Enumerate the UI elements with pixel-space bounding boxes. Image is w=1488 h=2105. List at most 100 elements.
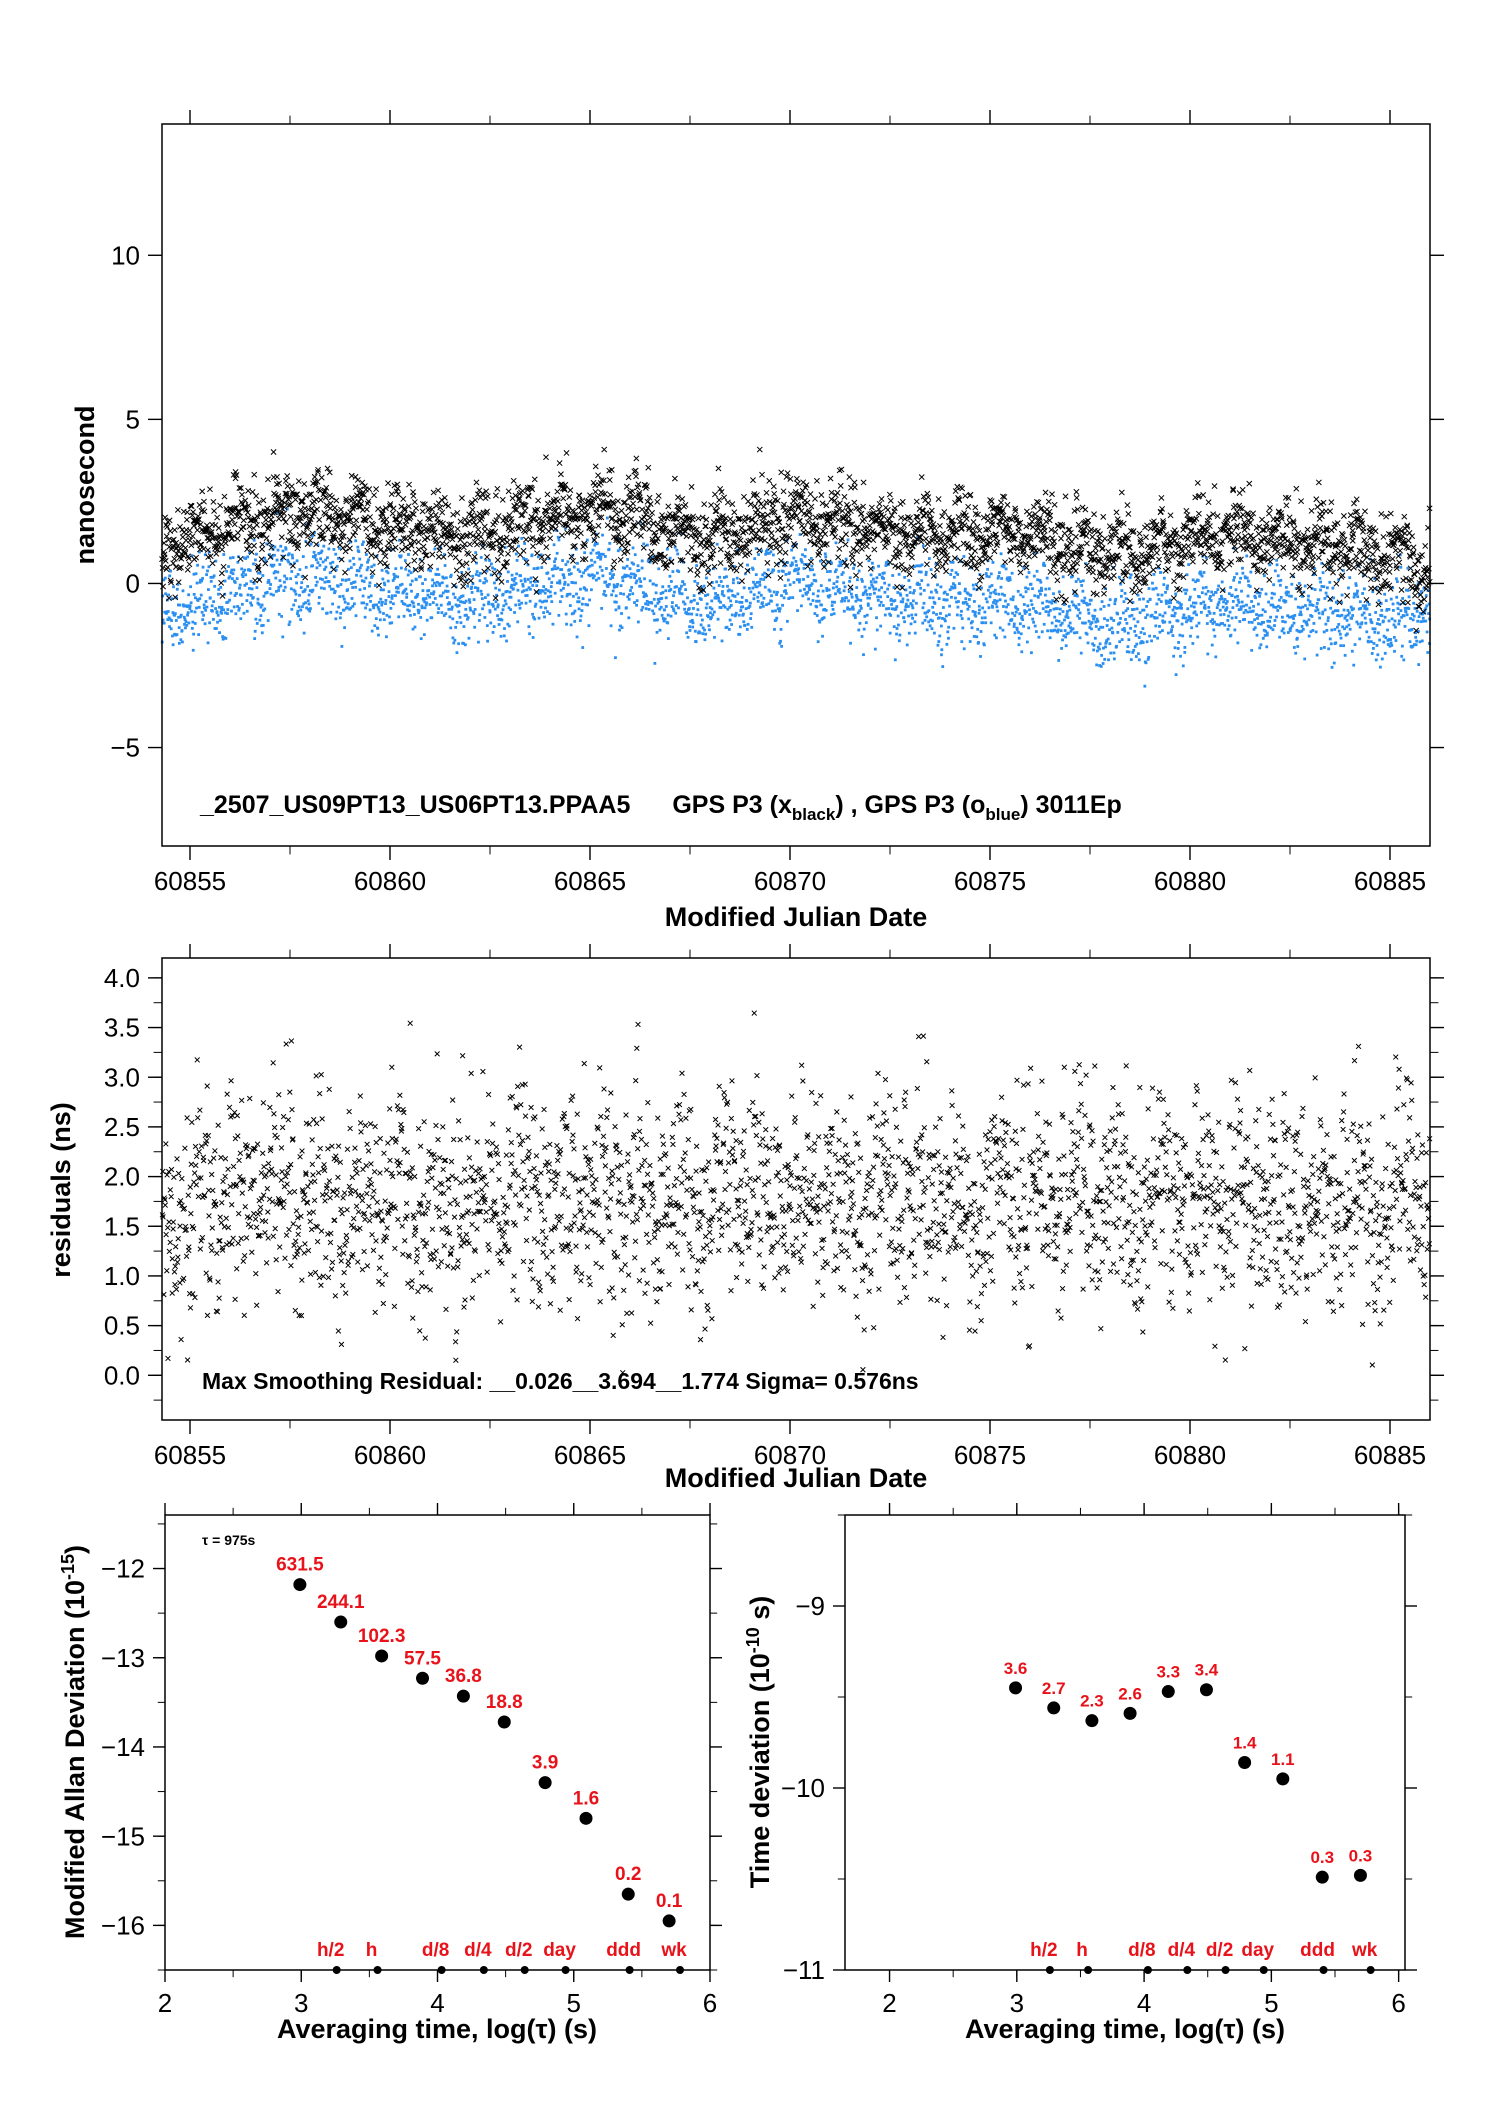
x-marker	[928, 507, 935, 514]
x-marker	[556, 519, 563, 526]
blue-dot	[1170, 614, 1174, 618]
blue-dot	[889, 597, 893, 601]
x-marker	[279, 497, 286, 504]
blue-dot	[280, 558, 284, 562]
blue-dot	[372, 563, 376, 567]
blue-dot	[719, 600, 722, 604]
blue-dot	[707, 615, 710, 619]
x-marker	[745, 538, 752, 545]
blue-dot	[293, 590, 297, 593]
blue-dot	[213, 584, 217, 588]
blue-dot	[1054, 607, 1058, 611]
blue-dot	[839, 561, 843, 565]
x-marker	[583, 517, 590, 524]
blue-dot	[422, 598, 426, 602]
blue-dot	[1158, 624, 1161, 628]
blue-dot	[656, 597, 660, 601]
blue-dot	[873, 647, 877, 651]
blue-dot	[346, 588, 349, 592]
blue-dot	[1293, 614, 1297, 617]
x-marker	[962, 512, 969, 519]
blue-dot	[1047, 587, 1051, 591]
blue-dot	[638, 584, 642, 588]
blue-dot	[675, 548, 679, 552]
blue-dot	[1095, 663, 1099, 667]
x-marker	[739, 578, 745, 585]
blue-dot	[686, 596, 689, 600]
blue-dot	[878, 573, 882, 577]
blue-dot	[623, 566, 627, 570]
blue-dot	[1270, 591, 1274, 595]
blue-dot	[786, 578, 790, 582]
blue-dot	[396, 575, 400, 579]
blue-dot	[1374, 658, 1378, 662]
x-marker	[355, 524, 362, 531]
blue-dot	[168, 625, 171, 629]
blue-dot	[692, 594, 696, 598]
blue-dot	[676, 552, 680, 556]
blue-dot	[1305, 620, 1308, 624]
blue-dot	[415, 595, 419, 598]
blue-dot	[263, 556, 267, 560]
x-marker	[211, 534, 217, 541]
blue-dot	[396, 586, 400, 590]
blue-dot	[1255, 633, 1259, 637]
blue-dot	[730, 613, 734, 617]
blue-dot	[1345, 632, 1349, 636]
x-marker	[328, 538, 335, 545]
blue-dot	[573, 609, 577, 613]
blue-dot	[209, 579, 213, 583]
x-marker	[522, 528, 529, 535]
blue-dot	[889, 614, 893, 617]
blue-dot	[611, 576, 615, 579]
blue-dot	[528, 599, 532, 603]
blue-dot	[609, 577, 612, 581]
x-marker	[634, 531, 641, 538]
x-marker	[471, 519, 477, 526]
blue-dot	[1383, 592, 1387, 596]
blue-dot	[579, 614, 583, 618]
blue-dot	[551, 574, 555, 578]
blue-dot	[903, 620, 906, 624]
blue-dot	[1214, 655, 1218, 659]
blue-dot	[783, 564, 787, 568]
blue-dot	[792, 556, 796, 560]
blue-dot	[1314, 630, 1318, 634]
blue-dot	[690, 618, 694, 622]
blue-dot	[356, 545, 360, 549]
blue-dot	[450, 607, 454, 611]
blue-dot	[966, 592, 970, 596]
blue-dot	[1417, 629, 1420, 633]
blue-dot	[1371, 646, 1375, 650]
blue-dot	[699, 613, 703, 617]
blue-dot	[368, 608, 372, 612]
x-marker	[411, 557, 418, 564]
blue-dot	[700, 618, 704, 622]
x-marker	[899, 498, 906, 505]
x-marker	[377, 559, 384, 566]
blue-dot	[289, 577, 293, 581]
x-marker	[295, 478, 302, 485]
blue-dot	[593, 542, 597, 545]
blue-dot	[320, 586, 323, 590]
blue-dot	[562, 586, 565, 590]
blue-dot	[907, 631, 911, 635]
blue-dot	[259, 605, 263, 609]
blue-dot	[373, 624, 377, 628]
blue-dot	[478, 613, 482, 617]
blue-dot	[916, 581, 920, 585]
blue-dot	[834, 592, 837, 596]
x-marker	[490, 544, 497, 551]
x-marker	[531, 514, 538, 521]
blue-dot	[265, 542, 269, 546]
x-marker	[275, 495, 282, 502]
blue-dot	[285, 507, 289, 511]
blue-dot	[507, 606, 511, 610]
blue-dot	[457, 604, 461, 607]
blue-dot	[521, 584, 525, 588]
blue-dot	[1237, 608, 1241, 612]
x-marker	[262, 560, 269, 567]
x-marker	[584, 512, 591, 519]
x-marker	[493, 537, 500, 544]
blue-dot	[872, 587, 876, 591]
